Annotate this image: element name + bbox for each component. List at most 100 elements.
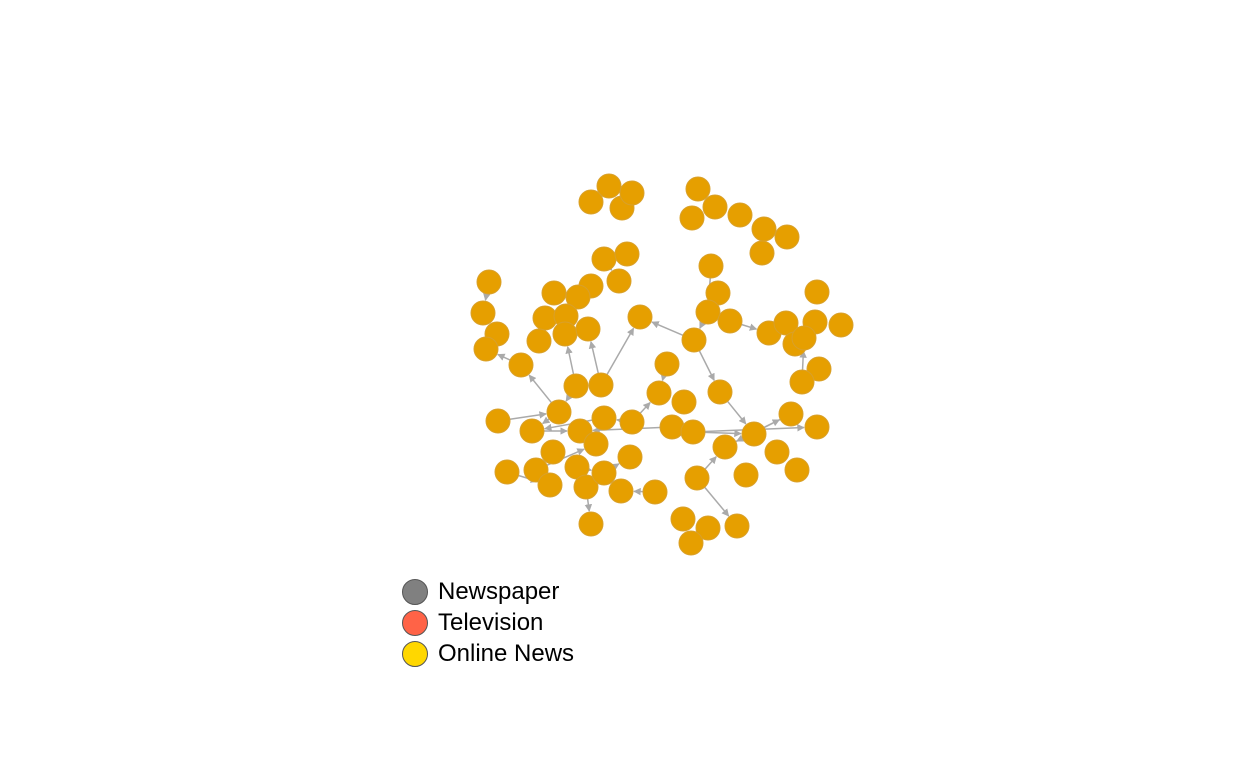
graph-node [707, 379, 733, 405]
legend-item-online-news: Online News [402, 638, 574, 669]
graph-node [606, 268, 632, 294]
graph-node [749, 240, 775, 266]
graph-node [619, 180, 645, 206]
graph-edge [565, 393, 573, 402]
graph-node [485, 408, 511, 434]
graph-node [476, 269, 502, 295]
graph-node [806, 356, 832, 382]
newspaper-swatch-icon [402, 578, 428, 605]
graph-node [727, 202, 753, 228]
graph-node [804, 279, 830, 305]
legend-label: Television [438, 608, 544, 636]
graph-node [646, 380, 672, 406]
legend-item-television: Television [402, 607, 574, 638]
legend-item-newspaper: Newspaper [402, 576, 574, 607]
graph-node [789, 369, 815, 395]
graph-edge [704, 456, 717, 470]
graph-node [671, 389, 697, 415]
graph-node [681, 327, 707, 353]
graph-node [619, 409, 645, 435]
graph-node [546, 399, 572, 425]
television-swatch-icon [402, 609, 428, 636]
graph-node [680, 419, 706, 445]
graph-node [473, 336, 499, 362]
graph-node [774, 224, 800, 250]
graph-node [494, 459, 520, 485]
graph-edge [799, 350, 807, 371]
graph-node [764, 439, 790, 465]
graph-edge [509, 411, 547, 420]
graph-edge [611, 463, 620, 471]
graph-node [591, 460, 617, 486]
graph-node [717, 308, 743, 334]
graph-node [791, 325, 817, 351]
graph-node [470, 300, 496, 326]
graph-edge [542, 416, 551, 425]
graph-node [541, 280, 567, 306]
graph-edge [528, 374, 553, 404]
graph-edge [606, 327, 635, 375]
graph-node [784, 457, 810, 483]
graph-node [617, 444, 643, 470]
graph-node [519, 418, 545, 444]
graph-edge [497, 353, 511, 361]
graph-edge [483, 292, 491, 301]
graph-node [804, 414, 830, 440]
graph-edge [698, 350, 715, 382]
graph-node [588, 372, 614, 398]
graph-edge [726, 400, 747, 425]
graph-edge [704, 486, 730, 517]
graph-node [608, 478, 634, 504]
graph-node [773, 310, 799, 336]
graph-node [614, 241, 640, 267]
graph-edge [565, 345, 575, 375]
graph-node [508, 352, 534, 378]
graph-node [540, 439, 566, 465]
graph-node [532, 305, 558, 331]
graph-node [552, 321, 578, 347]
graph-node [751, 216, 777, 242]
graph-node [670, 506, 696, 532]
graph-edge [699, 320, 707, 330]
graph-node [659, 414, 685, 440]
graph-node [591, 405, 617, 431]
node-layer [470, 173, 854, 556]
graph-node [698, 253, 724, 279]
graph-edge [704, 429, 742, 438]
graph-node [685, 176, 711, 202]
legend: Newspaper Television Online News [402, 576, 574, 669]
graph-node [596, 173, 622, 199]
graph-node [578, 511, 604, 537]
graph-node [712, 434, 738, 460]
graph-node [733, 462, 759, 488]
graph-node [654, 351, 680, 377]
graph-node [695, 515, 721, 541]
graph-node [778, 401, 804, 427]
graph-node [578, 189, 604, 215]
graph-node [828, 312, 854, 338]
graph-node [591, 246, 617, 272]
graph-edge [584, 498, 593, 512]
graph-edge [741, 323, 758, 331]
legend-label: Newspaper [438, 577, 560, 605]
graph-node [678, 530, 704, 556]
legend-label: Online News [438, 639, 575, 667]
graph-node [563, 373, 589, 399]
online-news-swatch-icon [402, 640, 428, 667]
graph-node [741, 421, 767, 447]
graph-node [583, 431, 609, 457]
graph-node [627, 304, 653, 330]
graph-node [573, 474, 599, 500]
graph-edge [588, 340, 600, 374]
graph-node [565, 284, 591, 310]
graph-node [702, 194, 728, 220]
graph-edge [660, 372, 668, 382]
graph-node [724, 513, 750, 539]
graph-node [679, 205, 705, 231]
graph-node [526, 328, 552, 354]
graph-node [537, 472, 563, 498]
graph-node [575, 316, 601, 342]
graph-edge [639, 401, 651, 414]
graph-node [684, 465, 710, 491]
